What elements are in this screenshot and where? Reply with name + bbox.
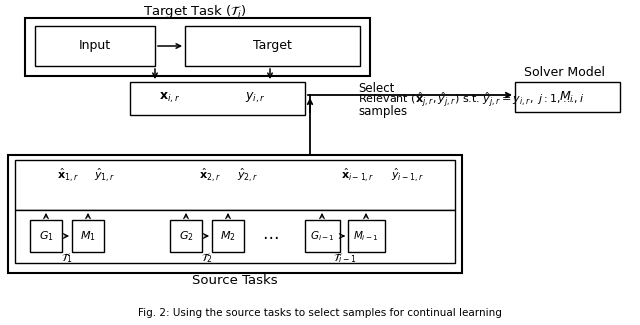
Bar	[15, 210, 455, 263]
Text: $M_2$: $M_2$	[220, 229, 236, 243]
Bar	[130, 82, 305, 115]
Text: $y_{i,r}$: $y_{i,r}$	[244, 91, 266, 105]
Text: $M_i$: $M_i$	[559, 89, 575, 105]
Text: $\hat{\mathbf{x}}_{2,r}$: $\hat{\mathbf{x}}_{2,r}$	[199, 166, 221, 184]
Text: $\hat{y}_{2,r}$: $\hat{y}_{2,r}$	[237, 166, 259, 184]
Text: Input: Input	[79, 40, 111, 53]
Text: $\hat{y}_{1,r}$: $\hat{y}_{1,r}$	[94, 166, 116, 184]
Bar	[515, 82, 620, 112]
Text: Fig. 2: Using the source tasks to select samples for continual learning: Fig. 2: Using the source tasks to select…	[138, 308, 502, 318]
Bar	[305, 220, 340, 252]
Bar	[30, 220, 62, 252]
Text: $\hat{y}_{i-1,r}$: $\hat{y}_{i-1,r}$	[392, 166, 424, 184]
Text: $G_2$: $G_2$	[179, 229, 193, 243]
Text: $\mathcal{T}_1$: $\mathcal{T}_1$	[61, 251, 73, 265]
Text: $\mathcal{T}_{i-1}$: $\mathcal{T}_{i-1}$	[333, 251, 357, 265]
Text: Source Tasks: Source Tasks	[192, 274, 278, 287]
Bar	[25, 18, 370, 76]
Text: $G_1$: $G_1$	[38, 229, 53, 243]
Text: $\mathcal{T}_2$: $\mathcal{T}_2$	[201, 251, 213, 265]
Text: $G_{i-1}$: $G_{i-1}$	[310, 229, 335, 243]
Bar	[185, 26, 360, 66]
Bar	[72, 220, 104, 252]
Text: Target Task ($\mathcal{T}_i$): Target Task ($\mathcal{T}_i$)	[143, 4, 247, 20]
Bar	[35, 26, 155, 66]
Text: $\mathbf{x}_{i,r}$: $\mathbf{x}_{i,r}$	[159, 91, 180, 105]
Text: $M_{i-1}$: $M_{i-1}$	[353, 229, 379, 243]
Bar	[15, 160, 455, 210]
Text: $\cdots$: $\cdots$	[262, 227, 278, 245]
Bar	[348, 220, 385, 252]
Text: samples: samples	[358, 106, 407, 119]
Text: $M_1$: $M_1$	[80, 229, 96, 243]
Bar	[170, 220, 202, 252]
Text: Select: Select	[358, 82, 394, 95]
Text: $\hat{\mathbf{x}}_{1,r}$: $\hat{\mathbf{x}}_{1,r}$	[57, 166, 79, 184]
Text: Relevant $(\hat{\mathbf{x}}_{j,r}, \hat{y}_{j,r})$ s.t. $\hat{y}_{j,r} = y_{i,r}: Relevant $(\hat{\mathbf{x}}_{j,r}, \hat{…	[358, 91, 584, 110]
Bar	[212, 220, 244, 252]
Text: Solver Model: Solver Model	[525, 66, 605, 79]
Text: Target: Target	[253, 40, 291, 53]
Text: $\hat{\mathbf{x}}_{i-1,r}$: $\hat{\mathbf{x}}_{i-1,r}$	[341, 166, 375, 184]
Bar	[8, 155, 462, 273]
